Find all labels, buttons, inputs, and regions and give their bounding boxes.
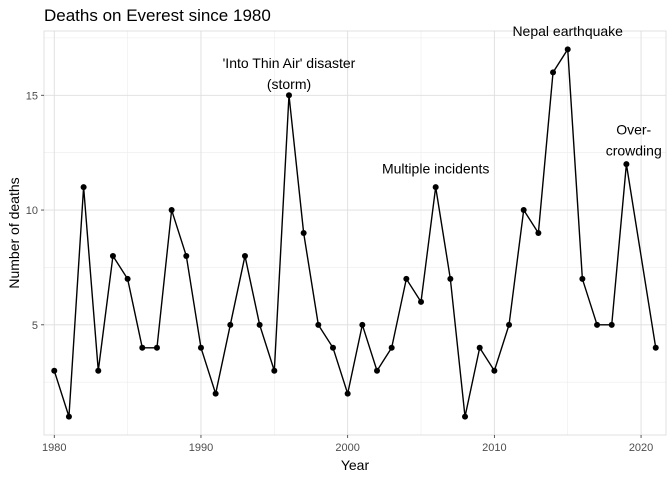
data-point <box>359 321 366 328</box>
data-point <box>535 230 542 236</box>
x-tick-label: 1980 <box>42 442 66 454</box>
data-point <box>227 321 234 328</box>
data-point <box>241 252 248 259</box>
data-point <box>623 161 630 168</box>
series-line <box>53 47 657 417</box>
data-point <box>418 298 425 305</box>
plot-panel <box>43 30 667 436</box>
data-point <box>212 390 219 397</box>
y-tick-label: 15 <box>26 90 38 102</box>
x-axis-title: Year <box>341 457 370 473</box>
data-point <box>594 321 601 328</box>
data-point <box>153 344 160 351</box>
data-point <box>564 46 571 53</box>
data-point <box>65 413 72 420</box>
data-point <box>520 207 527 214</box>
annotation: 'Into Thin Air' disaster (storm) <box>223 55 356 92</box>
data-point <box>80 184 87 191</box>
data-point <box>197 344 204 351</box>
data-point <box>476 344 483 351</box>
x-tick-label: 2010 <box>482 442 506 454</box>
data-point <box>124 275 131 282</box>
data-point <box>608 321 615 328</box>
data-points <box>51 46 659 420</box>
y-tick-label: 5 <box>32 320 38 332</box>
data-point <box>51 367 58 374</box>
data-point <box>300 230 307 236</box>
chart-title: Deaths on Everest since 1980 <box>44 6 271 25</box>
y-axis-ticks: 5 10 15 <box>26 90 44 332</box>
data-point <box>462 413 469 420</box>
data-point <box>388 344 395 351</box>
data-point <box>109 252 116 259</box>
data-point <box>374 367 381 374</box>
grid-major <box>44 31 666 435</box>
x-tick-label: 1990 <box>189 442 213 454</box>
data-point <box>139 344 146 351</box>
data-point <box>256 321 263 328</box>
data-point <box>183 252 190 259</box>
data-point <box>506 321 513 328</box>
data-point <box>403 275 410 282</box>
data-point <box>491 367 498 374</box>
data-point <box>652 344 659 351</box>
annotation: Multiple incidents <box>382 161 489 177</box>
x-tick-label: 2020 <box>629 442 653 454</box>
annotation: Nepal earthquake <box>512 23 623 39</box>
data-point <box>447 275 454 282</box>
annotation: Over-crowding <box>606 122 662 159</box>
data-point <box>315 321 322 328</box>
x-axis-ticks: 1980 1990 2000 2010 2020 <box>42 435 653 454</box>
data-point <box>95 367 102 374</box>
data-point <box>550 69 557 76</box>
data-point <box>344 390 351 397</box>
y-tick-label: 10 <box>26 205 38 217</box>
annotations: 'Into Thin Air' disaster (storm) Multiple … <box>223 23 662 177</box>
data-point <box>329 344 336 351</box>
data-point <box>579 275 586 282</box>
data-point <box>285 92 292 99</box>
data-point <box>432 184 439 191</box>
y-axis-title: Number of deaths <box>6 177 22 288</box>
x-tick-label: 2000 <box>335 442 359 454</box>
data-point <box>168 207 175 214</box>
data-point <box>271 367 278 374</box>
grid-minor <box>44 31 666 435</box>
